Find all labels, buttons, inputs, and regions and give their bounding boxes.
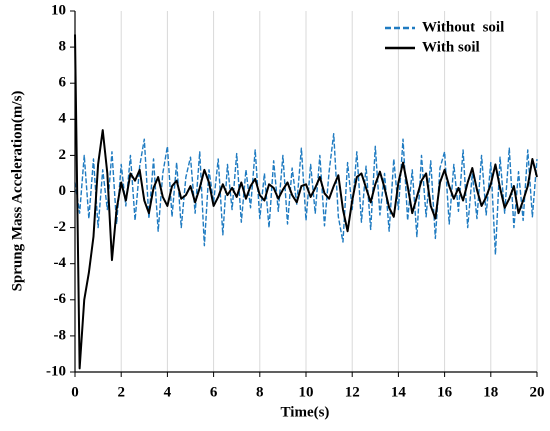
x-tick-label: 6 — [210, 384, 218, 400]
legend-label: Without soil — [422, 19, 504, 35]
x-tick-label: 10 — [299, 384, 314, 400]
y-axis-label: Sprung Mass Acceleration(m/s) — [9, 91, 25, 292]
x-axis-label: Time(s) — [281, 404, 330, 420]
x-tick-label: 12 — [345, 384, 360, 400]
x-tick-label: 8 — [256, 384, 264, 400]
y-tick-label: -2 — [54, 219, 67, 235]
y-tick-label: -6 — [54, 291, 67, 307]
x-tick-label: 18 — [483, 384, 498, 400]
y-tick-label: -8 — [54, 327, 67, 343]
y-tick-label: -4 — [54, 255, 67, 271]
data-line — [74, 34, 538, 370]
x-tick-label: 14 — [391, 384, 407, 400]
y-tick-label: 0 — [59, 183, 67, 199]
y-tick-label: 2 — [59, 147, 67, 163]
y-tick-label: 6 — [59, 75, 67, 91]
y-tick-label: 8 — [59, 39, 67, 55]
x-tick-label: 4 — [164, 384, 172, 400]
x-tick-label: 20 — [530, 384, 545, 400]
x-tick-label: 16 — [437, 384, 453, 400]
y-tick-label: 4 — [59, 111, 67, 127]
x-tick-label: 0 — [71, 384, 79, 400]
x-tick-label: 2 — [117, 384, 125, 400]
legend-label: With soil — [422, 39, 480, 55]
y-tick-label: 10 — [51, 2, 66, 18]
y-tick-label: -10 — [46, 363, 66, 379]
